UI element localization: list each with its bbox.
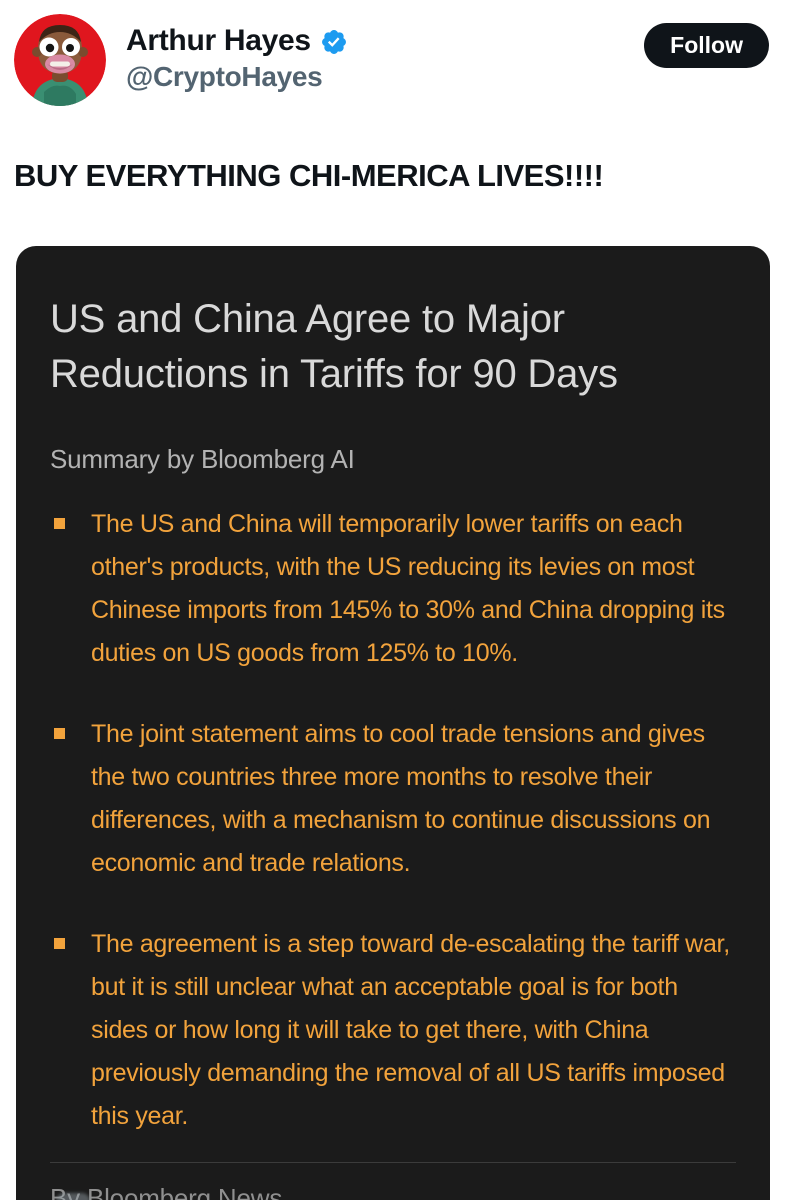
news-byline: By Bloomberg News [50,1182,283,1200]
bullet-text: The US and China will temporarily lower … [91,509,725,667]
news-subtitle: Summary by Bloomberg AI [50,443,355,474]
avatar[interactable] [14,14,106,106]
bullet-square-icon [54,517,65,529]
user-handle[interactable]: @CryptoHayes [126,61,323,92]
author-block: Arthur Hayes @CryptoHayes [126,14,644,93]
news-bullet-list: The US and China will temporarily lower … [50,503,736,1138]
tweet-header: Arthur Hayes @CryptoHayes Follow [0,0,785,106]
news-card-attachment[interactable]: US and China Agree to Major Reductions i… [16,245,770,1200]
bullet-text: The joint statement aims to cool trade t… [91,719,711,877]
bullet-text: The agreement is a step toward de-escala… [91,929,730,1130]
bullet-square-icon [54,937,65,949]
news-title: US and China Agree to Major Reductions i… [50,296,618,396]
display-name[interactable]: Arthur Hayes [126,24,311,57]
avatar-illustration [14,14,106,106]
list-item: The joint statement aims to cool trade t… [50,713,736,885]
bullet-square-icon [54,727,65,739]
reply-icon-cutoff[interactable] [56,1193,90,1200]
list-item: The agreement is a step toward de-escala… [50,923,736,1138]
card-divider [50,1161,736,1163]
follow-button[interactable]: Follow [644,23,769,69]
tweet-text: BUY EVERYTHING CHI-MERICA LIVES!!!! [14,158,604,193]
verified-badge-icon [320,28,348,56]
list-item: The US and China will temporarily lower … [50,503,736,675]
